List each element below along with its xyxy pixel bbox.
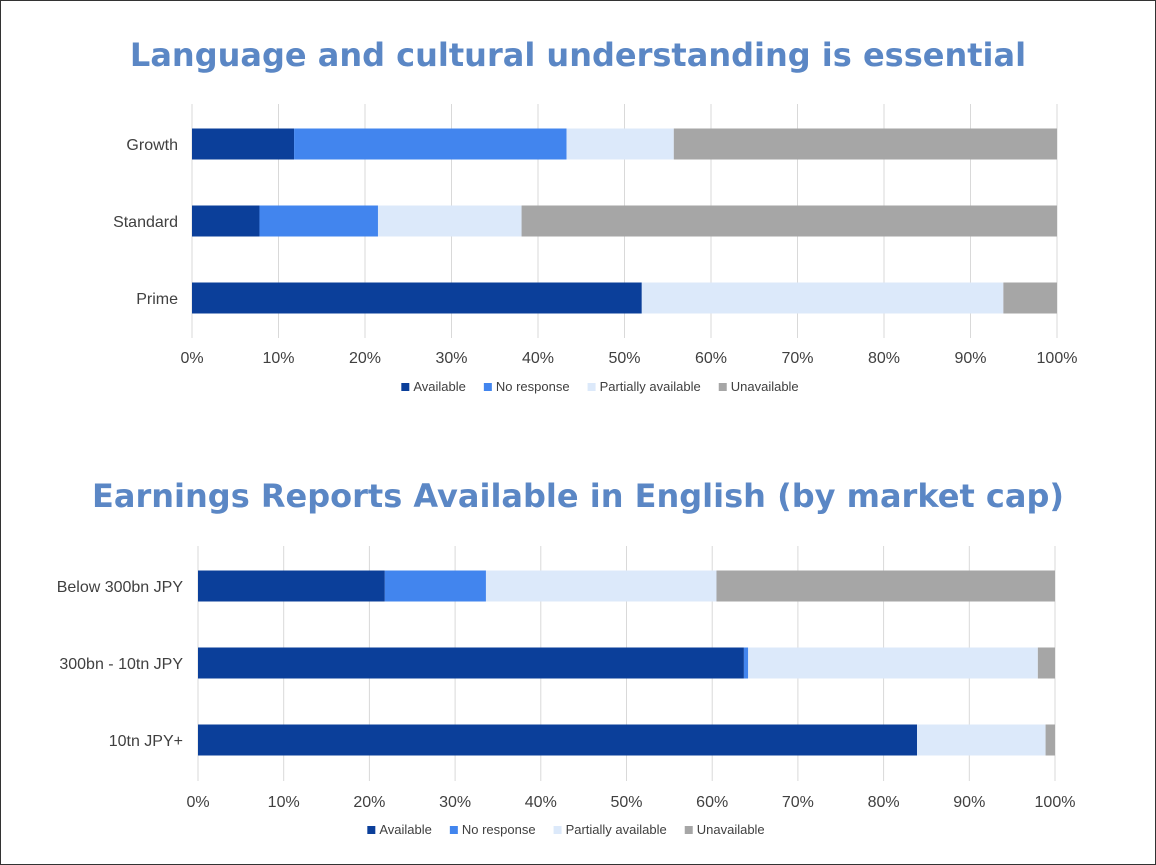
legend-swatch xyxy=(449,826,458,834)
legend-label: Partially available xyxy=(600,379,701,394)
legend: Available No response Partially available U… xyxy=(401,379,799,394)
bar-segment xyxy=(917,724,1046,756)
category-labels: Below 300bn JPY 300bn - 10tn JPY 10tn JPY+ xyxy=(57,579,184,750)
x-tick-label: 20% xyxy=(349,350,381,367)
legend: Available No response Partially available U… xyxy=(367,822,765,837)
category-label: Prime xyxy=(136,291,178,308)
bar-segment xyxy=(294,128,567,160)
x-tick-label: 20% xyxy=(353,794,385,811)
x-tick-label: 50% xyxy=(608,350,640,367)
category-label: 300bn - 10tn JPY xyxy=(59,656,183,673)
bar-segment xyxy=(198,724,918,756)
bar-segment xyxy=(716,570,1055,602)
x-tick-label: 0% xyxy=(180,350,203,367)
bar-segment xyxy=(192,282,642,314)
legend-swatch xyxy=(718,383,727,391)
chart-language-cultural: Language and cultural understanding is e… xyxy=(113,36,1077,394)
legend-swatch xyxy=(367,826,376,834)
legend-label: No response xyxy=(462,822,536,837)
x-tick-label: 70% xyxy=(782,794,814,811)
x-tick-label: 80% xyxy=(868,350,900,367)
legend-label: No response xyxy=(496,379,570,394)
chart-title: Earnings Reports Available in English (b… xyxy=(92,477,1064,515)
x-tick-label: 100% xyxy=(1035,794,1076,811)
bar-segment xyxy=(743,647,749,679)
bar-segment xyxy=(192,205,260,237)
x-tick-label: 40% xyxy=(525,794,557,811)
x-tick-label: 50% xyxy=(610,794,642,811)
bar-segment xyxy=(641,282,1004,314)
x-tick-label: 90% xyxy=(953,794,985,811)
legend-swatch xyxy=(684,826,693,834)
chart-title: Language and cultural understanding is e… xyxy=(130,36,1026,74)
bar-segment xyxy=(1003,282,1057,314)
bar-segment xyxy=(673,128,1057,160)
legend-swatch xyxy=(553,826,562,834)
x-tick-label: 10% xyxy=(262,350,294,367)
bars xyxy=(198,570,1055,756)
bar-segment xyxy=(521,205,1057,237)
legend-swatch xyxy=(483,383,492,391)
bar-segment xyxy=(377,205,522,237)
bar-segment xyxy=(259,205,378,237)
x-tick-label: 30% xyxy=(439,794,471,811)
bar-segment xyxy=(1045,724,1055,756)
legend-label: Partially available xyxy=(566,822,667,837)
chart-earnings-reports: Earnings Reports Available in English (b… xyxy=(57,477,1076,837)
bar-segment xyxy=(198,647,744,679)
x-tick-label: 0% xyxy=(186,794,209,811)
x-tick-label: 100% xyxy=(1037,350,1078,367)
x-tick-label: 40% xyxy=(522,350,554,367)
category-label: Below 300bn JPY xyxy=(57,579,184,596)
bar-segment xyxy=(384,570,486,602)
legend-label: Unavailable xyxy=(697,822,765,837)
x-tick-label: 60% xyxy=(695,350,727,367)
bar-segment xyxy=(1037,647,1055,679)
category-label: 10tn JPY+ xyxy=(109,733,183,750)
category-labels: Growth Standard Prime xyxy=(113,137,178,308)
x-tick-labels: 0% 10% 20% 30% 40% 50% 60% 70% 80% 90% 100% xyxy=(180,350,1077,367)
legend-label: Unavailable xyxy=(731,379,799,394)
legend-swatch xyxy=(401,383,410,391)
x-tick-label: 60% xyxy=(696,794,728,811)
x-tick-label: 30% xyxy=(435,350,467,367)
category-label: Growth xyxy=(126,137,178,154)
bar-segment xyxy=(192,128,295,160)
bar-segment xyxy=(566,128,674,160)
x-tick-labels: 0% 10% 20% 30% 40% 50% 60% 70% 80% 90% 100% xyxy=(186,794,1075,811)
x-tick-label: 90% xyxy=(954,350,986,367)
x-tick-label: 80% xyxy=(868,794,900,811)
category-label: Standard xyxy=(113,214,178,231)
legend-label: Available xyxy=(379,822,432,837)
bar-segment xyxy=(748,647,1038,679)
bars xyxy=(192,128,1057,314)
legend-label: Available xyxy=(413,379,466,394)
x-tick-label: 70% xyxy=(781,350,813,367)
x-tick-label: 10% xyxy=(268,794,300,811)
bar-segment xyxy=(485,570,717,602)
bar-segment xyxy=(198,570,385,602)
legend-swatch xyxy=(587,383,596,391)
